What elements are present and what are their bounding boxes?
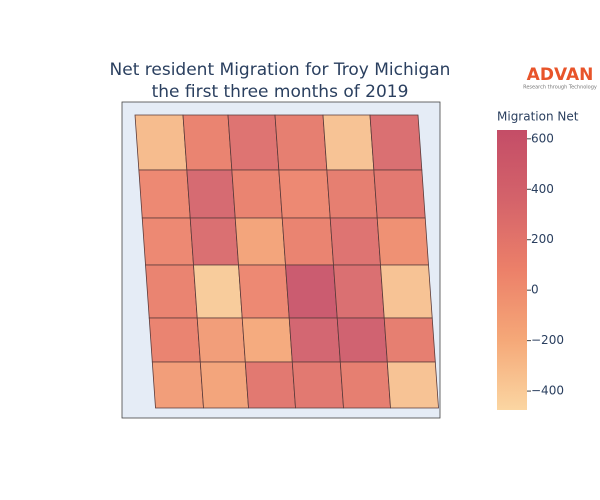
region: [329, 217, 381, 266]
region: [141, 217, 194, 266]
colorbar-tick-label: 400: [531, 182, 554, 196]
region: [134, 114, 188, 171]
map-title: Net resident Migration for Troy Michigan: [110, 60, 451, 80]
region: [285, 264, 338, 319]
region: [281, 217, 334, 266]
region: [278, 169, 331, 219]
region: [274, 114, 328, 171]
region: [231, 169, 283, 219]
colorbar-tick-label: −200: [531, 333, 564, 347]
region: [336, 317, 388, 363]
region: [196, 317, 246, 363]
region: [189, 217, 239, 266]
region: [138, 169, 191, 219]
logo: ADVAN: [527, 65, 594, 85]
colorbar-title: Migration Net: [497, 110, 579, 124]
map-subtitle: the first three months of 2019: [152, 82, 409, 102]
colorbar-tick-label: 200: [531, 232, 554, 246]
region: [386, 361, 439, 409]
region: [369, 114, 423, 171]
region: [199, 361, 249, 409]
region: [182, 114, 233, 171]
region: [151, 361, 204, 409]
colorbar-tick-label: 0: [531, 283, 539, 297]
colorbar-tick-label: 600: [531, 131, 554, 145]
colorbar: [497, 130, 527, 410]
logo-tagline: Research through Technology: [523, 85, 597, 91]
region: [145, 264, 198, 319]
region: [333, 264, 385, 319]
region: [227, 114, 280, 171]
region: [241, 317, 293, 363]
region: [238, 264, 290, 319]
region: [322, 114, 375, 171]
region: [380, 264, 433, 319]
region: [383, 317, 436, 363]
region: [148, 317, 201, 363]
region: [326, 169, 378, 219]
region: [376, 217, 429, 266]
region: [288, 317, 341, 363]
region: [234, 217, 286, 266]
region: [186, 169, 236, 219]
colorbar-tick-label: −400: [531, 384, 564, 398]
region: [244, 361, 296, 409]
region: [339, 361, 391, 409]
region: [373, 169, 426, 219]
region: [291, 361, 344, 409]
region: [193, 264, 243, 319]
